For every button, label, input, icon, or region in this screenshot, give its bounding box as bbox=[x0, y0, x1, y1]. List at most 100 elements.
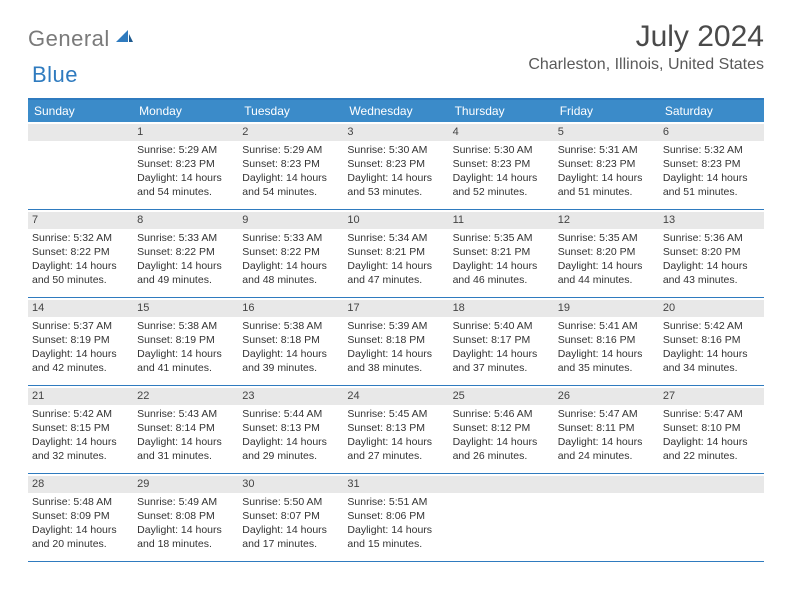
sunrise-line: Sunrise: 5:29 AM bbox=[242, 143, 339, 157]
day-cell bbox=[28, 122, 133, 209]
logo-text-gray: General bbox=[28, 26, 110, 52]
day-number: 2 bbox=[238, 124, 343, 141]
sunrise-line: Sunrise: 5:49 AM bbox=[137, 495, 234, 509]
sunset-line: Sunset: 8:23 PM bbox=[558, 157, 655, 171]
sunrise-line: Sunrise: 5:38 AM bbox=[242, 319, 339, 333]
day-cell: 4Sunrise: 5:30 AMSunset: 8:23 PMDaylight… bbox=[449, 122, 554, 209]
daylight-line: Daylight: 14 hours and 15 minutes. bbox=[347, 523, 444, 551]
sunset-line: Sunset: 8:12 PM bbox=[453, 421, 550, 435]
sunset-line: Sunset: 8:13 PM bbox=[242, 421, 339, 435]
day-number bbox=[449, 476, 554, 493]
dayname: Thursday bbox=[449, 100, 554, 122]
week-row: 21Sunrise: 5:42 AMSunset: 8:15 PMDayligh… bbox=[28, 386, 764, 474]
title-block: July 2024 Charleston, Illinois, United S… bbox=[528, 20, 764, 74]
day-number: 10 bbox=[343, 212, 448, 229]
sunset-line: Sunset: 8:20 PM bbox=[663, 245, 760, 259]
day-number: 4 bbox=[449, 124, 554, 141]
day-cell: 23Sunrise: 5:44 AMSunset: 8:13 PMDayligh… bbox=[238, 386, 343, 473]
day-cell: 8Sunrise: 5:33 AMSunset: 8:22 PMDaylight… bbox=[133, 210, 238, 297]
sunrise-line: Sunrise: 5:37 AM bbox=[32, 319, 129, 333]
day-number bbox=[554, 476, 659, 493]
sunrise-line: Sunrise: 5:46 AM bbox=[453, 407, 550, 421]
sunrise-line: Sunrise: 5:35 AM bbox=[453, 231, 550, 245]
daylight-line: Daylight: 14 hours and 46 minutes. bbox=[453, 259, 550, 287]
daylight-line: Daylight: 14 hours and 26 minutes. bbox=[453, 435, 550, 463]
sunrise-line: Sunrise: 5:35 AM bbox=[558, 231, 655, 245]
daylight-line: Daylight: 14 hours and 32 minutes. bbox=[32, 435, 129, 463]
day-cell: 27Sunrise: 5:47 AMSunset: 8:10 PMDayligh… bbox=[659, 386, 764, 473]
day-cell bbox=[659, 474, 764, 561]
day-cell: 17Sunrise: 5:39 AMSunset: 8:18 PMDayligh… bbox=[343, 298, 448, 385]
sunrise-line: Sunrise: 5:34 AM bbox=[347, 231, 444, 245]
sunset-line: Sunset: 8:17 PM bbox=[453, 333, 550, 347]
sunrise-line: Sunrise: 5:44 AM bbox=[242, 407, 339, 421]
sunset-line: Sunset: 8:08 PM bbox=[137, 509, 234, 523]
day-number: 26 bbox=[554, 388, 659, 405]
daylight-line: Daylight: 14 hours and 18 minutes. bbox=[137, 523, 234, 551]
sunrise-line: Sunrise: 5:42 AM bbox=[663, 319, 760, 333]
sunset-line: Sunset: 8:11 PM bbox=[558, 421, 655, 435]
day-number: 28 bbox=[28, 476, 133, 493]
day-cell: 20 Sunrise: 5:42 AMSunset: 8:16 PMDayligh… bbox=[659, 298, 764, 385]
sunrise-line: Sunrise: 5:40 AM bbox=[453, 319, 550, 333]
sunrise-line: Sunrise: 5:33 AM bbox=[242, 231, 339, 245]
sunrise-line: Sunrise: 5:33 AM bbox=[137, 231, 234, 245]
sunset-line: Sunset: 8:16 PM bbox=[558, 333, 655, 347]
day-number: 7 bbox=[28, 212, 133, 229]
day-cell bbox=[554, 474, 659, 561]
week-row: 14Sunrise: 5:37 AMSunset: 8:19 PMDayligh… bbox=[28, 298, 764, 386]
day-cell: 13 Sunrise: 5:36 AMSunset: 8:20 PMDayligh… bbox=[659, 210, 764, 297]
sunrise-line: Sunrise: 5:47 AM bbox=[663, 407, 760, 421]
sunrise-line: Sunrise: 5:45 AM bbox=[347, 407, 444, 421]
day-cell: 15Sunrise: 5:38 AMSunset: 8:19 PMDayligh… bbox=[133, 298, 238, 385]
sunrise-line: Sunrise: 5:42 AM bbox=[32, 407, 129, 421]
sunset-line: Sunset: 8:19 PM bbox=[137, 333, 234, 347]
day-number: 8 bbox=[133, 212, 238, 229]
sunrise-line: Sunrise: 5:29 AM bbox=[137, 143, 234, 157]
day-number: 19 bbox=[554, 300, 659, 317]
sunset-line: Sunset: 8:23 PM bbox=[242, 157, 339, 171]
sunset-line: Sunset: 8:16 PM bbox=[663, 333, 760, 347]
sunset-line: Sunset: 8:19 PM bbox=[32, 333, 129, 347]
day-number: 21 bbox=[28, 388, 133, 405]
daylight-line: Daylight: 14 hours and 43 minutes. bbox=[663, 259, 760, 287]
day-number: 5 bbox=[554, 124, 659, 141]
dayname: Sunday bbox=[28, 100, 133, 122]
day-cell: 2Sunrise: 5:29 AMSunset: 8:23 PMDaylight… bbox=[238, 122, 343, 209]
daylight-line: Daylight: 14 hours and 49 minutes. bbox=[137, 259, 234, 287]
daylight-line: Daylight: 14 hours and 29 minutes. bbox=[242, 435, 339, 463]
day-number bbox=[28, 124, 133, 141]
sunset-line: Sunset: 8:22 PM bbox=[242, 245, 339, 259]
day-cell: 21 Sunrise: 5:42 AMSunset: 8:15 PMDayligh… bbox=[28, 386, 133, 473]
day-number: 31 bbox=[343, 476, 448, 493]
day-cell: 22Sunrise: 5:43 AMSunset: 8:14 PMDayligh… bbox=[133, 386, 238, 473]
day-number: 25 bbox=[449, 388, 554, 405]
day-number: 24 bbox=[343, 388, 448, 405]
month-title: July 2024 bbox=[528, 20, 764, 54]
day-number: 13 bbox=[659, 212, 764, 229]
day-cell: 1Sunrise: 5:29 AMSunset: 8:23 PMDaylight… bbox=[133, 122, 238, 209]
day-number: 18 bbox=[449, 300, 554, 317]
sunset-line: Sunset: 8:23 PM bbox=[137, 157, 234, 171]
day-number: 15 bbox=[133, 300, 238, 317]
dayname-row: SundayMondayTuesdayWednesdayThursdayFrid… bbox=[28, 100, 764, 122]
sunrise-line: Sunrise: 5:32 AM bbox=[663, 143, 760, 157]
sunset-line: Sunset: 8:10 PM bbox=[663, 421, 760, 435]
sunset-line: Sunset: 8:09 PM bbox=[32, 509, 129, 523]
day-number: 16 bbox=[238, 300, 343, 317]
day-number bbox=[659, 476, 764, 493]
daylight-line: Daylight: 14 hours and 39 minutes. bbox=[242, 347, 339, 375]
daylight-line: Daylight: 14 hours and 22 minutes. bbox=[663, 435, 760, 463]
day-cell: 18Sunrise: 5:40 AMSunset: 8:17 PMDayligh… bbox=[449, 298, 554, 385]
location: Charleston, Illinois, United States bbox=[528, 56, 764, 74]
sunrise-line: Sunrise: 5:39 AM bbox=[347, 319, 444, 333]
day-cell: 31Sunrise: 5:51 AMSunset: 8:06 PMDayligh… bbox=[343, 474, 448, 561]
daylight-line: Daylight: 14 hours and 31 minutes. bbox=[137, 435, 234, 463]
day-cell: 30Sunrise: 5:50 AMSunset: 8:07 PMDayligh… bbox=[238, 474, 343, 561]
sunset-line: Sunset: 8:15 PM bbox=[32, 421, 129, 435]
day-number: 20 bbox=[659, 300, 764, 317]
sunrise-line: Sunrise: 5:36 AM bbox=[663, 231, 760, 245]
daylight-line: Daylight: 14 hours and 47 minutes. bbox=[347, 259, 444, 287]
sunset-line: Sunset: 8:23 PM bbox=[663, 157, 760, 171]
daylight-line: Daylight: 14 hours and 34 minutes. bbox=[663, 347, 760, 375]
